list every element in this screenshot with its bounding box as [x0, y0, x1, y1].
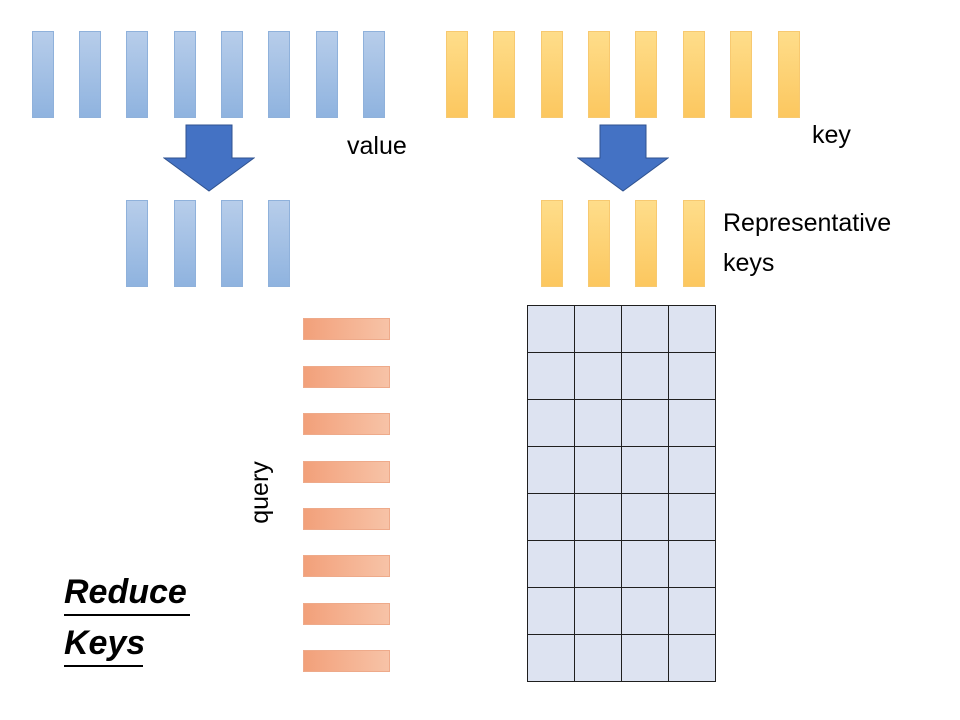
representative-key-bar	[635, 200, 657, 287]
key-bar	[778, 31, 800, 118]
query-bar	[303, 650, 390, 672]
key-bar	[588, 31, 610, 118]
grid-cell	[527, 634, 575, 682]
value-bar	[79, 31, 101, 118]
grid-cell	[574, 540, 622, 588]
grid-cell	[668, 587, 716, 635]
query-bar	[303, 508, 390, 530]
reduced-value-bar	[126, 200, 148, 287]
grid-cell	[574, 634, 622, 682]
title-line1: Reduce	[64, 573, 187, 611]
grid-row	[527, 399, 716, 447]
query-bar	[303, 413, 390, 435]
key-bar	[730, 31, 752, 118]
grid-row	[527, 493, 716, 541]
grid-cell	[574, 587, 622, 635]
grid-row	[527, 446, 716, 494]
value-bar	[32, 31, 54, 118]
query-bar	[303, 555, 390, 577]
key-label: key	[812, 121, 851, 149]
query-label: query	[245, 461, 274, 524]
grid-cell	[621, 540, 669, 588]
key-bar	[683, 31, 705, 118]
value-bar	[221, 31, 243, 118]
down-arrow-icon	[163, 124, 255, 192]
grid-cell	[668, 305, 716, 353]
grid-row	[527, 352, 716, 400]
grid-cell	[574, 446, 622, 494]
grid-row	[527, 305, 716, 353]
reduced-value-bar	[174, 200, 196, 287]
grid-cell	[621, 305, 669, 353]
value-bar	[126, 31, 148, 118]
value-label: value	[347, 132, 407, 160]
title-underline	[64, 614, 190, 616]
representative-key-bar	[683, 200, 705, 287]
grid-cell	[574, 493, 622, 541]
grid-cell	[527, 446, 575, 494]
grid-cell	[668, 540, 716, 588]
grid-cell	[527, 352, 575, 400]
title-underline	[64, 665, 143, 667]
grid-cell	[574, 399, 622, 447]
value-bar	[268, 31, 290, 118]
grid-cell	[621, 446, 669, 494]
representative-key-bar	[588, 200, 610, 287]
query-bar	[303, 603, 390, 625]
key-bar	[493, 31, 515, 118]
grid-cell	[668, 493, 716, 541]
key-bar	[635, 31, 657, 118]
reduced-value-bar	[268, 200, 290, 287]
query-bar	[303, 318, 390, 340]
value-bar	[316, 31, 338, 118]
grid-row	[527, 587, 716, 635]
query-bar	[303, 366, 390, 388]
representative-keys-label-line1: Representative	[723, 209, 892, 237]
grid-cell	[527, 305, 575, 353]
query-bar	[303, 461, 390, 483]
value-bar	[363, 31, 385, 118]
grid-row	[527, 540, 716, 588]
grid-cell	[668, 399, 716, 447]
attention-grid	[527, 305, 716, 682]
key-bar	[541, 31, 563, 118]
grid-row	[527, 634, 716, 682]
down-arrow-icon	[577, 124, 669, 192]
value-bar	[174, 31, 196, 118]
grid-cell	[668, 634, 716, 682]
grid-cell	[527, 399, 575, 447]
representative-key-bar	[541, 200, 563, 287]
grid-cell	[621, 493, 669, 541]
grid-cell	[574, 305, 622, 353]
title-line2: Keys	[64, 624, 146, 662]
grid-cell	[621, 634, 669, 682]
reduced-value-bar	[221, 200, 243, 287]
grid-cell	[621, 399, 669, 447]
grid-cell	[527, 493, 575, 541]
grid-cell	[574, 352, 622, 400]
grid-cell	[621, 587, 669, 635]
key-bar	[446, 31, 468, 118]
grid-cell	[668, 352, 716, 400]
grid-cell	[527, 587, 575, 635]
grid-cell	[668, 446, 716, 494]
grid-cell	[527, 540, 575, 588]
grid-cell	[621, 352, 669, 400]
representative-keys-label-line2: keys	[723, 249, 775, 277]
